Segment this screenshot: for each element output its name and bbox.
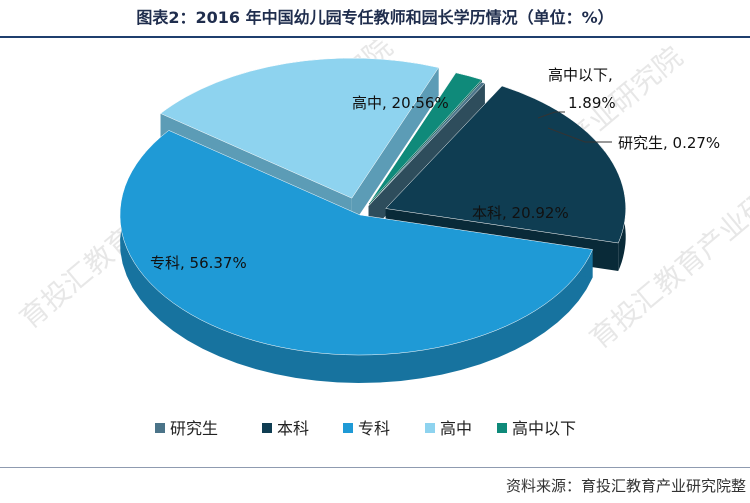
legend-label: 本科: [277, 419, 309, 438]
slice-labels: 专科, 56.37% 本科, 20.92% 高中, 20.56% 高中以下, 1.89%…: [150, 66, 720, 272]
slice-label-zhuanke: 专科, 56.37%: [150, 254, 247, 272]
legend-swatch: [155, 423, 165, 433]
legend-label: 高中: [440, 419, 472, 438]
pie-slice-top: [385, 85, 626, 244]
legend-swatch: [497, 423, 507, 433]
leader-line: [537, 111, 565, 119]
slice-label-below-gaozhong-value: 1.89%: [568, 94, 616, 112]
slice-label-below-gaozhong: 高中以下,: [548, 66, 613, 84]
chart-title: 图表2：2016 年中国幼儿园专任教师和园长学历情况（单位：%）: [136, 8, 614, 27]
pie-slice-top: [368, 81, 486, 206]
legend: 研究生 本科 专科 高中 高中以下: [155, 419, 576, 438]
legend-swatch: [425, 423, 435, 433]
leader-line: [547, 127, 612, 143]
footer-rule: [0, 467, 750, 468]
slice-label-yanjiusheng: 研究生, 0.27%: [618, 134, 720, 152]
legend-label: 研究生: [170, 419, 218, 438]
slice-label-benke: 本科, 20.92%: [472, 204, 569, 222]
legend-swatch: [262, 423, 272, 433]
legend-swatch: [343, 423, 353, 433]
pie-slice-wall: [351, 67, 439, 227]
pie-slice-top: [160, 57, 440, 199]
pie-slice-top: [368, 72, 483, 204]
pie-slice: [119, 130, 593, 383]
title-rule: [0, 36, 750, 38]
legend-label: 高中以下: [512, 419, 576, 438]
slice-label-gaozhong: 高中, 20.56%: [352, 94, 449, 112]
pie-slice-top: [119, 130, 593, 356]
pie-slices: [119, 57, 626, 383]
legend-label: 专科: [358, 419, 390, 438]
pie-chart: 育投汇教育产业研究院育投汇教育产业研究院育投汇教育产业研究院育投汇教育产业研究院…: [13, 40, 750, 438]
source-note: 资料来源：育投汇教育产业研究院整: [505, 477, 746, 495]
